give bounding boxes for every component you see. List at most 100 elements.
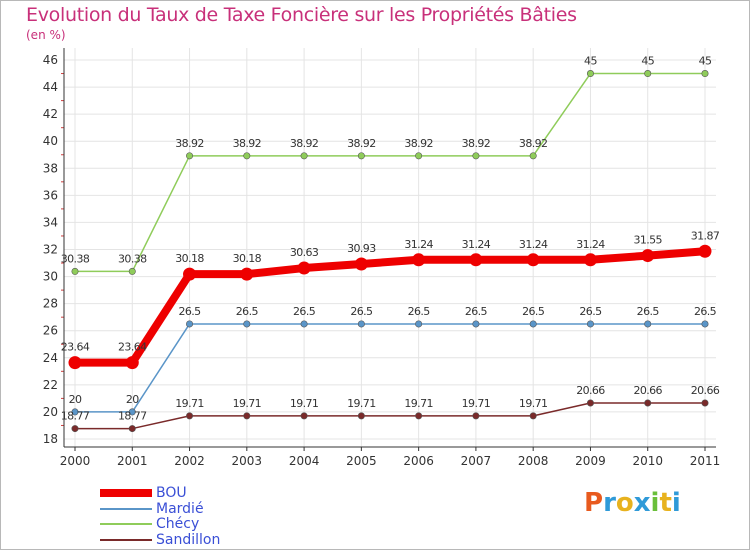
data-point xyxy=(243,320,251,328)
data-point xyxy=(128,267,136,275)
logo-letter: x xyxy=(633,488,651,518)
data-point xyxy=(472,412,480,420)
logo-letter: r xyxy=(603,488,616,518)
x-tick-label: 2007 xyxy=(461,454,492,468)
x-tick-label: 2008 xyxy=(518,454,549,468)
data-label: 30.18 xyxy=(175,252,204,265)
legend-swatch-checy xyxy=(100,523,152,525)
data-point xyxy=(186,152,194,160)
data-point xyxy=(128,408,136,416)
x-tick-label: 2011 xyxy=(690,454,721,468)
data-label: 18.77 xyxy=(61,410,90,423)
data-point xyxy=(586,320,594,328)
data-point xyxy=(529,412,537,420)
data-point xyxy=(529,320,537,328)
data-point xyxy=(701,70,709,78)
logo-letter: P xyxy=(584,488,604,518)
y-tick-label: 46 xyxy=(43,53,58,67)
data-label: 45 xyxy=(584,55,597,68)
series-line xyxy=(74,72,706,273)
legend-swatch-bou xyxy=(100,489,152,497)
data-point xyxy=(183,267,197,281)
data-point xyxy=(240,267,254,281)
y-tick-label: 26 xyxy=(43,324,58,338)
data-label: 30.38 xyxy=(61,252,90,265)
data-point xyxy=(297,261,311,275)
data-label: 23.64 xyxy=(118,341,147,354)
data-label: 26.5 xyxy=(694,305,717,318)
data-label: 26.5 xyxy=(637,305,660,318)
data-label: 19.71 xyxy=(462,397,491,410)
data-point xyxy=(644,320,652,328)
gridlines xyxy=(64,48,716,447)
y-tick-label: 24 xyxy=(43,351,58,365)
data-point xyxy=(415,152,423,160)
unit-label: (en %) xyxy=(26,28,66,42)
data-point xyxy=(586,399,594,407)
x-tick-label: 2000 xyxy=(60,454,91,468)
legend-swatch-mardie xyxy=(100,508,152,510)
data-point xyxy=(701,399,709,407)
data-point xyxy=(68,356,82,370)
data-label: 38.92 xyxy=(347,137,376,150)
y-tick-label: 32 xyxy=(43,243,58,257)
data-point xyxy=(300,320,308,328)
data-point xyxy=(300,152,308,160)
series-line xyxy=(74,323,706,413)
data-label: 31.24 xyxy=(576,238,605,251)
data-label: 26.5 xyxy=(178,305,201,318)
data-label: 31.24 xyxy=(404,238,433,251)
y-tick-label: 30 xyxy=(43,270,58,284)
data-label: 38.92 xyxy=(462,137,491,150)
series-chécy xyxy=(71,70,709,275)
data-label: 31.87 xyxy=(691,229,720,242)
data-label: 19.71 xyxy=(519,397,548,410)
data-label: 26.5 xyxy=(522,305,545,318)
data-label: 19.71 xyxy=(347,397,376,410)
y-tick-label: 28 xyxy=(43,297,58,311)
legend-label-mardie: Mardié xyxy=(156,501,204,517)
data-label: 45 xyxy=(641,55,654,68)
chart-title: Evolution du Taux de Taxe Foncière sur l… xyxy=(26,4,577,26)
data-point xyxy=(354,257,368,271)
data-label: 20 xyxy=(69,393,82,406)
data-label: 38.92 xyxy=(519,137,548,150)
data-label: 30.18 xyxy=(233,252,262,265)
x-tick-label: 2010 xyxy=(632,454,663,468)
data-point xyxy=(644,399,652,407)
series-line xyxy=(74,402,706,430)
series-line xyxy=(71,247,709,367)
legend-label-bou: BOU xyxy=(156,485,187,501)
data-label: 26.5 xyxy=(350,305,373,318)
legend-label-sandillon: Sandillon xyxy=(156,532,221,548)
logo-letter: t xyxy=(659,488,672,518)
x-tick-label: 2006 xyxy=(403,454,434,468)
legend-label-checy: Chécy xyxy=(156,516,200,532)
y-tick-label: 42 xyxy=(43,107,58,121)
x-tick-label: 2004 xyxy=(289,454,320,468)
data-point xyxy=(469,253,483,267)
x-tick-label: 2009 xyxy=(575,454,606,468)
data-label: 20 xyxy=(126,393,139,406)
data-point xyxy=(586,70,594,78)
data-label: 19.71 xyxy=(233,397,262,410)
data-label: 26.5 xyxy=(579,305,602,318)
y-tick-label: 40 xyxy=(43,134,58,148)
data-label: 31.24 xyxy=(519,238,548,251)
data-point xyxy=(357,152,365,160)
data-point xyxy=(125,356,139,370)
data-point xyxy=(529,152,537,160)
data-point xyxy=(186,412,194,420)
data-label: 38.92 xyxy=(290,137,319,150)
data-label: 26.5 xyxy=(293,305,316,318)
data-point xyxy=(71,425,79,433)
data-point xyxy=(698,244,712,258)
data-point xyxy=(641,249,655,263)
series-sandillon xyxy=(71,399,709,433)
x-tick-label: 2001 xyxy=(117,454,148,468)
x-tick-label: 2003 xyxy=(232,454,263,468)
y-tick-label: 44 xyxy=(43,80,58,94)
proxiti-logo: Proxiti xyxy=(584,488,681,518)
data-label: 45 xyxy=(699,55,712,68)
